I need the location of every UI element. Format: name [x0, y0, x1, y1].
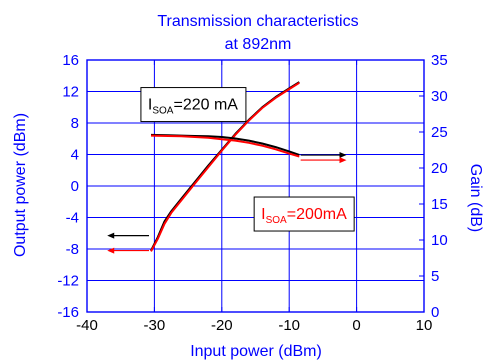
- y-axis-left-label: Output power (dBm): [12, 113, 29, 257]
- y-right-tick-label: 25: [431, 124, 448, 141]
- x-tick-label: -20: [211, 317, 233, 334]
- y-right-tick-label: 35: [431, 52, 448, 69]
- series-line-2: [150, 81, 300, 252]
- x-tick-label: 10: [416, 317, 433, 334]
- y-right-tick-label: 10: [431, 232, 448, 249]
- chart-title-line-2: at 892nm: [225, 36, 292, 53]
- y-left-tick-label: 4: [71, 147, 79, 164]
- arrow-head: [339, 157, 347, 164]
- x-tick-label: -30: [144, 317, 166, 334]
- y-left-tick-label: -4: [66, 210, 79, 227]
- y-left-tick-label: -8: [66, 241, 79, 258]
- y-right-tick-label: 5: [431, 268, 439, 285]
- x-tick-label: 0: [352, 317, 360, 334]
- y-right-tick-label: 15: [431, 196, 448, 213]
- series-line-4: [150, 134, 300, 158]
- annotations: ISOA=220 mA ISOA=200mA: [140, 87, 355, 232]
- y-right-tick-label: 0: [431, 304, 439, 321]
- arrow-head: [339, 152, 347, 159]
- annotation-box: [253, 196, 355, 232]
- series-group: [150, 81, 300, 252]
- y-right-tick-label: 30: [431, 88, 448, 105]
- x-axis-label: Input power (dBm): [190, 343, 322, 360]
- arrow-head: [107, 232, 115, 239]
- y-left-tick-label: 16: [62, 52, 79, 69]
- y-left-tick-label: 12: [62, 84, 79, 101]
- y-axis-right-label: Gain (dB): [467, 164, 484, 232]
- axes: -40 -30 -20 -10 0 10-16-12-8-4048121605101520…: [57, 52, 447, 334]
- arrow-group: [107, 152, 347, 254]
- x-tick-label: -40: [76, 317, 98, 334]
- y-left-tick-label: 0: [71, 178, 79, 195]
- x-tick-label: -10: [278, 317, 300, 334]
- y-left-tick-label: -16: [57, 304, 79, 321]
- y-left-tick-label: -12: [57, 273, 79, 290]
- arrow-4: [300, 157, 347, 164]
- annotation-2: ISOA=200mA: [253, 196, 355, 232]
- annotation-label: ISOA=200mA: [261, 206, 347, 226]
- y-left-tick-label: 8: [71, 115, 79, 132]
- arrow-head: [107, 247, 115, 254]
- chart-title-line-1: Transmission characteristics: [157, 13, 358, 30]
- annotation-label: ISOA=220 mA: [148, 97, 238, 117]
- arrow-2: [107, 247, 150, 254]
- annotation-box: [140, 87, 247, 123]
- annotation-1: ISOA=220 mA: [140, 87, 247, 123]
- arrow-1: [107, 232, 150, 239]
- arrow-3: [300, 152, 347, 159]
- y-right-tick-label: 20: [431, 160, 448, 177]
- grid: [87, 60, 424, 312]
